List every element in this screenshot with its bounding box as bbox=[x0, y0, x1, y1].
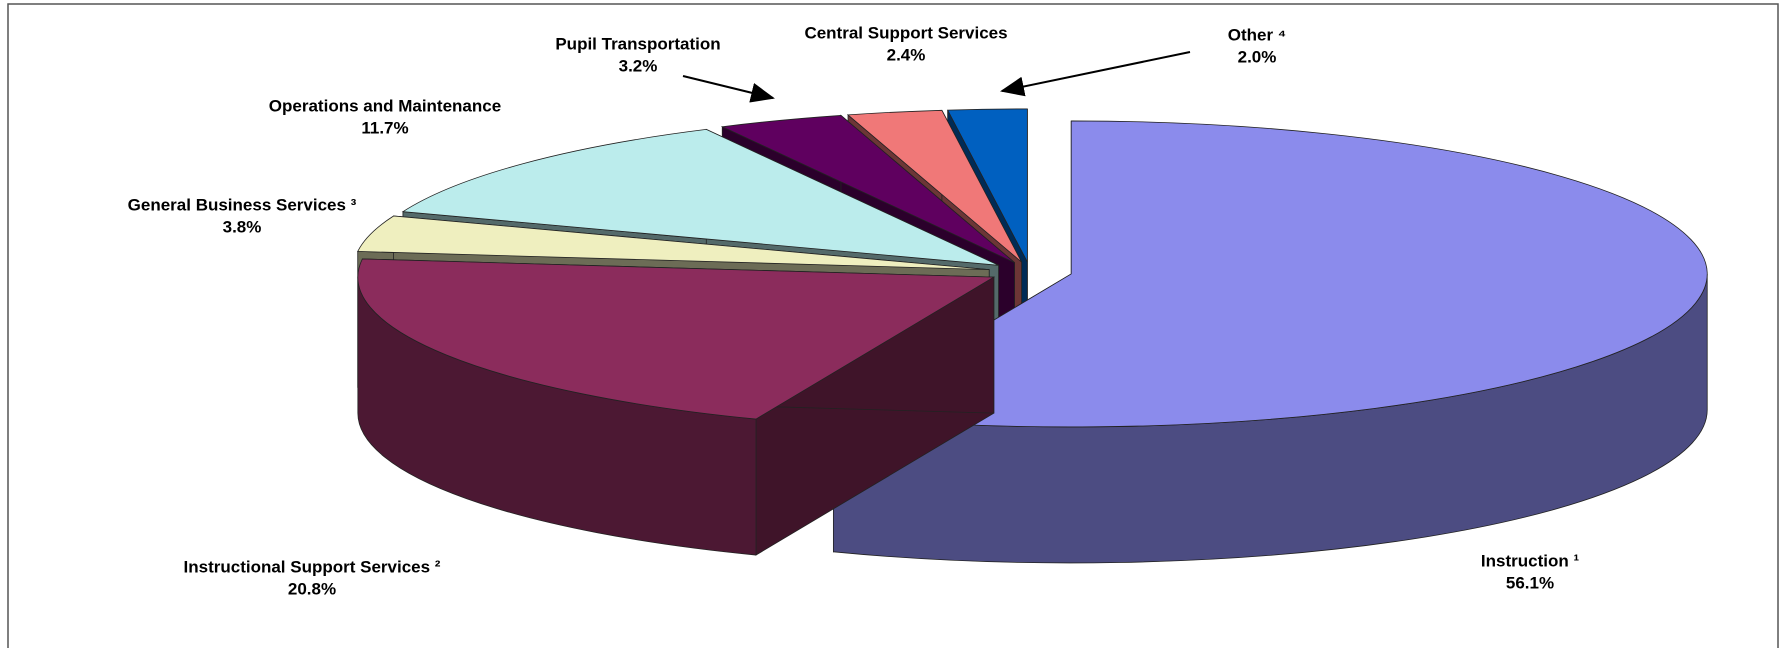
labels: Instruction ¹ 56.1% Instructional Support … bbox=[128, 23, 1580, 598]
pie bbox=[357, 108, 1708, 564]
slice-label: Pupil Transportation bbox=[555, 34, 720, 53]
leader-arrow bbox=[682, 75, 775, 103]
slice-label: Central Support Services bbox=[804, 23, 1007, 42]
slice-label: Other ⁴ bbox=[1228, 25, 1286, 44]
slice-label: Instructional Support Services ² bbox=[184, 557, 441, 576]
slice bbox=[720, 115, 1015, 263]
slice bbox=[832, 120, 1708, 428]
slice-label: Instruction ¹ bbox=[1481, 551, 1580, 570]
slice bbox=[847, 109, 1022, 263]
value-label: 2.0% bbox=[1238, 47, 1277, 66]
frame bbox=[7, 3, 1779, 648]
value-label: 56.1% bbox=[1506, 573, 1554, 592]
value-label: 3.8% bbox=[223, 217, 262, 236]
slice bbox=[357, 258, 996, 420]
leader-arrow bbox=[1000, 51, 1191, 97]
slice-group bbox=[357, 258, 996, 556]
value-label: 20.8% bbox=[288, 579, 336, 598]
value-label: 3.2% bbox=[619, 56, 658, 75]
slice-label: Operations and Maintenance bbox=[269, 96, 501, 115]
value-label: 2.4% bbox=[887, 45, 926, 64]
slice bbox=[401, 128, 999, 266]
slice bbox=[357, 215, 990, 271]
slice-label: General Business Services ³ bbox=[128, 195, 357, 214]
slice bbox=[946, 108, 1028, 263]
value-label: 11.7% bbox=[361, 118, 408, 137]
